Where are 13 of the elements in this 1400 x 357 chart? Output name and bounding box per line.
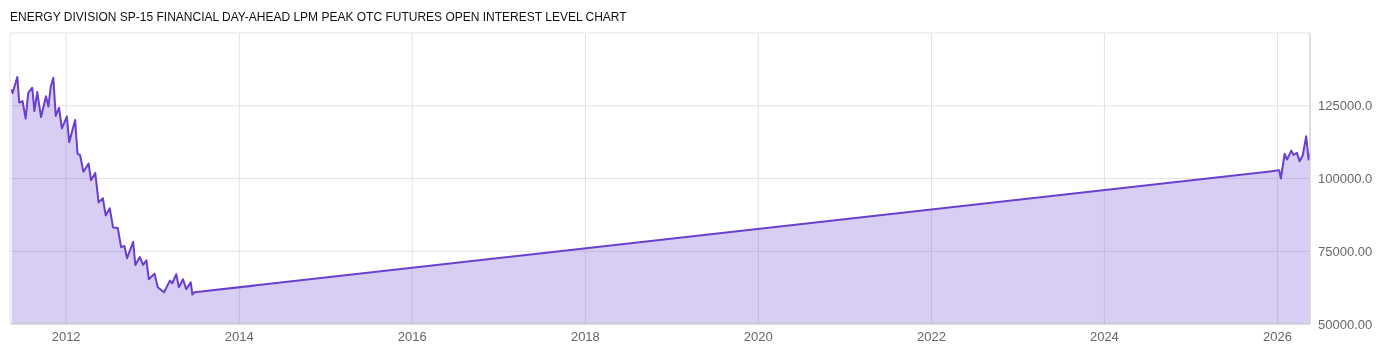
chart-title: ENERGY DIVISION SP-15 FINANCIAL DAY-AHEAD LPM PEAK OTC FUTURES OPEN INTEREST LEVEL CHART [9, 9, 628, 26]
x-tick-label: 2012 [51, 329, 81, 345]
y-tick-label: 75000.00 [1318, 243, 1373, 259]
x-tick-label: 2026 [1263, 329, 1293, 345]
x-tick-label: 2024 [1089, 329, 1119, 345]
y-tick-label: 125000.0 [1318, 98, 1373, 114]
x-tick-label: 2022 [917, 329, 946, 345]
x-tick-label: 2016 [397, 329, 427, 345]
x-tick-label: 2020 [743, 329, 773, 345]
x-tick-label: 2014 [224, 329, 254, 345]
y-tick-label: 50000.00 [1318, 316, 1373, 332]
y-tick-label: 100000.0 [1318, 171, 1373, 187]
x-tick-label: 2018 [570, 329, 600, 345]
